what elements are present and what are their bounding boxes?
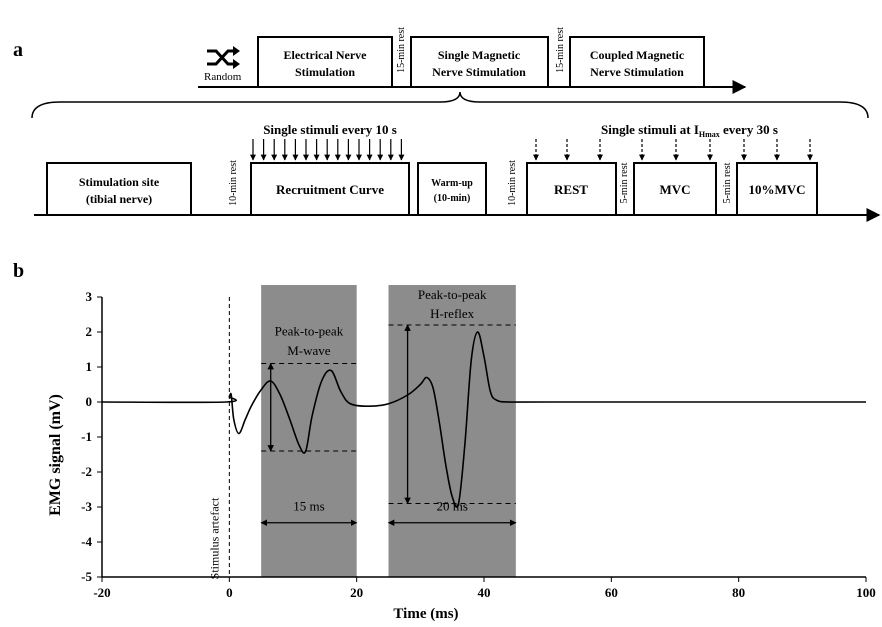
x-tick-label: 40 (478, 585, 491, 600)
protocol-box-warm-up-line2: (10-min) (434, 193, 471, 204)
random-label: Random (204, 71, 242, 83)
protocol-box-stimulation-site-line1: Stimulation site (79, 175, 160, 189)
protocol-box-mvc-label: MVC (659, 182, 690, 197)
stimuli-label-right-prefix: Single stimuli at I (601, 122, 699, 137)
panel-a-label: a (13, 39, 23, 61)
protocol-box-warm-up-line1: Warm-up (431, 178, 473, 189)
protocol-box-rest (526, 162, 617, 216)
stimulus-arrows-solid (250, 139, 405, 161)
session-box-coupled-magnetic-line1: Coupled Magnetic (590, 48, 685, 62)
y-ticks: 3 2 1 0 -1 -2 -3 -4 -5 (81, 289, 102, 584)
y-tick-label: -2 (81, 464, 92, 479)
protocol-box-10mvc-label: 10%MVC (748, 182, 805, 197)
m-wave-label-line1: Peak-to-peak (275, 324, 344, 339)
y-tick-label: -4 (81, 534, 92, 549)
y-tick-label: -1 (81, 429, 92, 444)
panel-b-label: b (13, 260, 24, 282)
protocol-rest-4: 5-min rest (722, 162, 733, 203)
y-tick-label: 1 (86, 359, 93, 374)
y-axis-label: EMG signal (mV) (47, 394, 64, 516)
protocol-rest-2: 10-min rest (507, 160, 518, 206)
x-tick-label: 20 (350, 585, 363, 600)
protocol-box-recruitment-curve-label: Recruitment Curve (276, 182, 384, 197)
session-box-single-magnetic-line1: Single Magnetic (438, 48, 521, 62)
y-tick-label: -3 (81, 499, 92, 514)
h-reflex-label-line2: H-reflex (430, 306, 475, 321)
session-box-single-magnetic-line2: Nerve Stimulation (432, 65, 526, 79)
stimulus-artefact-label: Stimulus artefact (207, 497, 221, 579)
x-axis-label: Time (ms) (393, 606, 458, 622)
stimuli-label-right-sub: Hmax (699, 130, 720, 139)
stimuli-label-right: Single stimuli at IHmax every 30 s (601, 122, 778, 139)
session-box-electrical (257, 36, 393, 88)
h-reflex-window-label: 20 ms (436, 499, 467, 514)
random-shuffle-icon (207, 46, 240, 69)
x-tick-label: 0 (226, 585, 233, 600)
x-tick-label: -20 (93, 585, 110, 600)
session-box-coupled-magnetic (569, 36, 705, 88)
y-tick-label: 2 (86, 324, 93, 339)
y-tick-label: 3 (86, 289, 93, 304)
session-box-electrical-line1: Electrical Nerve (284, 48, 368, 62)
stimulus-arrows-dashed (533, 139, 813, 161)
stimuli-label-left: Single stimuli every 10 s (263, 122, 397, 137)
protocol-box-rest-label: REST (554, 182, 588, 197)
panel-a: a Random Electrical Nerve Stimulation Si… (13, 27, 881, 222)
protocol-rest-1: 10-min rest (228, 160, 239, 206)
stimuli-label-right-suffix: every 30 s (720, 122, 778, 137)
session-box-coupled-magnetic-line2: Nerve Stimulation (590, 65, 684, 79)
x-tick-label: 80 (732, 585, 745, 600)
protocol-box-mvc (633, 162, 717, 216)
protocol-box-recruitment-curve (250, 162, 410, 216)
y-tick-label: -5 (81, 569, 92, 584)
y-tick-label: 0 (86, 394, 93, 409)
h-reflex-label-line1: Peak-to-peak (418, 287, 487, 302)
protocol-box-stimulation-site-line2: (tibial nerve) (86, 192, 152, 206)
m-wave-label-line2: M-wave (287, 343, 331, 358)
x-ticks: -20 0 20 40 60 80 100 (93, 577, 876, 600)
session-box-single-magnetic (410, 36, 549, 88)
x-tick-label: 60 (605, 585, 618, 600)
grouping-brace (31, 91, 869, 119)
protocol-box-stimulation-site (46, 162, 192, 216)
panel-b: b -20 0 20 40 60 80 100 3 2 1 0 -1 -2 -3 -4 -5 Peak-to… (13, 260, 876, 622)
protocol-rest-3: 5-min rest (619, 162, 630, 203)
m-wave-window-label: 15 ms (293, 499, 324, 514)
x-tick-label: 100 (856, 585, 876, 600)
session-box-electrical-line2: Stimulation (295, 65, 355, 79)
session-rest-2: 15-min rest (555, 27, 566, 73)
session-rest-1: 15-min rest (396, 27, 407, 73)
emg-signal-line (101, 331, 866, 508)
protocol-box-warm-up (417, 162, 487, 216)
protocol-box-10mvc (736, 162, 818, 216)
